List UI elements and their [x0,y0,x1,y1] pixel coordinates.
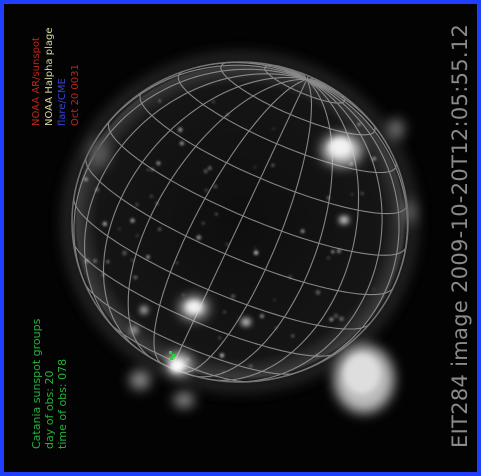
catania-time: time of obs: 078 [56,358,69,449]
legend-halpha-plage: NOAA Halpha plage [44,27,55,127]
legend-flare: flare/CME [57,78,68,126]
catania-sunspot-marker [169,351,175,360]
image-caption: EIT284 image 2009-10-20T12:05:55.12 [448,23,472,448]
legend-noaa-ar: NOAA AR/sunspot [31,37,42,126]
bright-points [84,99,377,373]
legend-date: Oct 20 0031 [70,64,81,126]
catania-title: Catania sunspot groups [30,318,43,449]
heliographic-grid [72,61,408,383]
solar-disk-image [61,51,419,413]
catania-day: day of obs: 20 [43,370,56,449]
